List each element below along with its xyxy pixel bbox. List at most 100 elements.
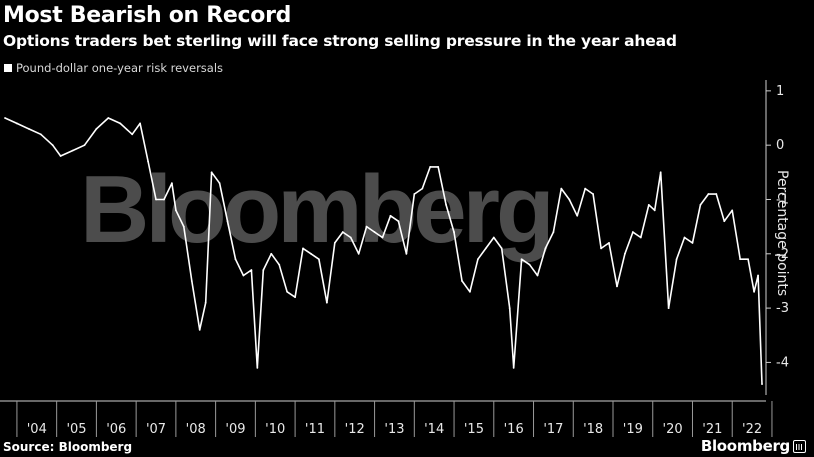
data-point	[715, 193, 718, 195]
data-point	[204, 301, 207, 304]
data-point	[683, 236, 686, 239]
data-point	[753, 290, 755, 293]
data-point	[699, 204, 702, 206]
data-point	[413, 193, 416, 195]
data-point	[568, 198, 571, 201]
x-tick-label: '21	[702, 422, 722, 437]
data-point	[552, 231, 555, 233]
data-point	[476, 258, 479, 261]
data-point	[508, 307, 511, 310]
data-point	[639, 236, 642, 239]
x-tick-label: '07	[146, 422, 166, 437]
x-tick-label: '17	[543, 422, 563, 437]
data-point	[405, 252, 408, 255]
data-point	[707, 193, 710, 195]
source-note: Source: Bloomberg	[3, 440, 133, 454]
data-point	[461, 280, 463, 282]
watermark-logo: Bloomberg	[80, 156, 555, 263]
x-tick-label: '05	[66, 422, 86, 437]
data-point	[218, 182, 221, 185]
data-point	[294, 296, 296, 299]
x-tick-label: '08	[186, 422, 206, 437]
data-point	[174, 209, 177, 212]
brand-logo: Bloomberg	[701, 437, 806, 455]
data-point	[600, 247, 602, 250]
data-point	[560, 187, 563, 190]
data-point	[182, 225, 185, 228]
data-point	[262, 269, 265, 271]
data-point	[544, 247, 547, 250]
data-point	[469, 290, 471, 293]
x-tick-label: '15	[464, 422, 484, 437]
data-point	[139, 122, 142, 125]
chart-title: Most Bearish on Record	[3, 3, 292, 28]
data-point	[210, 171, 213, 174]
data-point	[302, 247, 304, 250]
data-point	[731, 209, 734, 212]
data-point	[373, 231, 376, 233]
legend-swatch	[4, 64, 12, 72]
y-axis-label: Percentage points	[774, 170, 790, 297]
data-point	[234, 258, 237, 261]
data-point	[520, 258, 523, 261]
data-point	[512, 366, 515, 369]
x-tick-label: '20	[663, 422, 683, 437]
data-point	[147, 160, 149, 163]
data-point	[333, 242, 336, 244]
data-point	[667, 307, 670, 310]
data-point	[59, 155, 62, 157]
data-point	[653, 209, 656, 212]
data-point	[107, 117, 110, 119]
data-point	[27, 127, 30, 130]
data-point	[576, 214, 579, 217]
data-point	[616, 285, 618, 288]
data-point	[83, 144, 86, 147]
data-point	[608, 242, 610, 244]
legend: Pound-dollar one-year risk reversals	[4, 61, 223, 75]
x-tick-label: '16	[504, 422, 524, 437]
data-point	[659, 171, 662, 174]
data-point	[437, 165, 440, 168]
y-tick-label: -4	[776, 355, 789, 370]
data-point	[119, 122, 122, 125]
data-point	[739, 258, 742, 261]
data-point	[16, 122, 18, 125]
data-point	[592, 193, 595, 195]
chart-subtitle: Options traders bet sterling will face s…	[3, 32, 677, 50]
y-tick-label: -2	[776, 247, 789, 262]
data-point	[155, 198, 157, 201]
legend-label: Pound-dollar one-year risk reversals	[16, 61, 224, 75]
y-tick-label: -1	[776, 192, 789, 207]
data-point	[39, 133, 42, 136]
data-point	[445, 204, 448, 206]
data-point	[256, 366, 259, 369]
data-point	[675, 258, 678, 261]
data-point	[429, 165, 432, 168]
x-tick-label: '09	[225, 422, 245, 437]
data-point	[624, 252, 626, 255]
x-tick-label: '19	[623, 422, 643, 437]
data-point	[131, 133, 134, 136]
x-tick-label: '04	[27, 422, 47, 437]
data-point	[71, 149, 74, 152]
data-point	[647, 204, 650, 206]
data-point	[318, 258, 320, 261]
x-tick-label: '06	[106, 422, 126, 437]
data-point	[198, 328, 201, 331]
data-point	[389, 214, 392, 217]
data-point	[381, 236, 384, 239]
data-point	[747, 258, 750, 261]
data-point	[310, 252, 312, 255]
data-point	[171, 182, 173, 185]
y-tick-label: 0	[776, 138, 784, 153]
x-tick-label: '12	[345, 422, 365, 437]
data-point	[536, 274, 539, 277]
data-point	[4, 117, 6, 119]
data-point	[397, 220, 400, 223]
data-point	[492, 236, 495, 239]
data-point	[278, 263, 281, 266]
x-tick-label: '18	[583, 422, 603, 437]
brand-name: Bloomberg	[700, 437, 790, 455]
data-point	[761, 383, 763, 386]
